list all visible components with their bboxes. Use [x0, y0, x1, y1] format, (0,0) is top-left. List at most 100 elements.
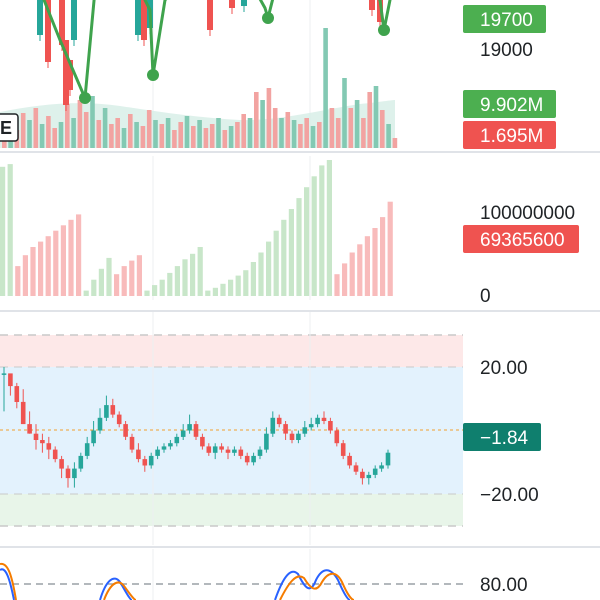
price-candle-body [207, 0, 213, 30]
volume-bar [174, 266, 180, 296]
ma-marker [147, 69, 159, 81]
candle-body [200, 436, 205, 447]
candle-body [123, 424, 128, 437]
candle-body [148, 455, 154, 466]
price-volume-bar [39, 124, 45, 148]
candle-body [257, 449, 263, 456]
candle-body [110, 405, 116, 415]
candle-body [116, 414, 122, 425]
candle-body [315, 417, 320, 425]
price-volume-bar [115, 118, 120, 148]
candle-body [174, 436, 180, 444]
price-volume-bar [335, 118, 341, 148]
price-candle-body [59, 0, 65, 45]
price-badge-label: 19700 [480, 10, 533, 31]
price-volume-bar [235, 122, 240, 148]
price-volume-bar [241, 114, 246, 148]
volume-bar [30, 247, 36, 296]
volume-bar [228, 279, 234, 296]
volume-bar [106, 257, 112, 296]
volume-bar [60, 225, 66, 296]
price-volume-bar [58, 122, 64, 148]
ma-marker [79, 92, 91, 104]
volume-bar [235, 275, 241, 296]
candle-body [161, 446, 167, 450]
price-volume-bar [134, 122, 139, 148]
volume-bar [45, 236, 51, 296]
price-volume-bar [342, 78, 347, 148]
price-volume-bar [285, 112, 291, 148]
candle-body [72, 468, 77, 479]
event-marker[interactable] [0, 113, 19, 142]
price-volume-bar [247, 118, 253, 148]
volume-bar [22, 255, 28, 296]
candle-body [136, 449, 141, 460]
volume-panel[interactable]: 100000000 69365600 0 [0, 156, 579, 307]
candle-body [264, 433, 269, 450]
price-volume-bar [329, 108, 335, 148]
candle-body [129, 436, 135, 450]
candle-body [206, 446, 212, 453]
volume-bar [342, 263, 348, 296]
volume-bar [273, 230, 279, 296]
volume-up-badge-label: 9.902M [480, 95, 543, 116]
volume-up-badge [463, 90, 556, 118]
stochastic-panel[interactable]: 80.00 [0, 549, 528, 600]
price-volume-bar [197, 120, 202, 148]
candle-body [104, 405, 109, 418]
price-volume-bar [52, 128, 57, 148]
price-volume-bar [298, 124, 303, 148]
price-panel[interactable]: E 19000 19700 9.902M 1.695M [0, 0, 556, 149]
price-volume-bar [254, 92, 259, 148]
candle-body [27, 424, 32, 434]
volume-bar [98, 268, 104, 296]
oscillator-candles [1, 367, 391, 488]
volume-down-badge [463, 121, 556, 149]
volume-bar [91, 279, 97, 296]
volume-bar [15, 266, 21, 296]
volume-bar [190, 253, 196, 296]
volume-bar [121, 266, 127, 296]
price-volume-bar [222, 130, 228, 148]
volume-bar [387, 201, 393, 296]
volume-bar [182, 259, 188, 296]
price-candle-body [369, 0, 375, 10]
volume-down-badge-label: 1.695M [480, 126, 543, 147]
candle-body [340, 443, 346, 456]
volume-bar [144, 290, 150, 296]
volume-bar [311, 176, 317, 296]
price-volume-bar [65, 104, 70, 148]
candle-body [14, 386, 20, 402]
ma-marker [262, 12, 274, 24]
candle-body [52, 449, 58, 460]
price-volume-bar [71, 118, 76, 148]
price-volume-bar [140, 126, 146, 148]
candle-body [385, 452, 391, 466]
price-volume-bar [184, 116, 190, 148]
candle-body [97, 417, 103, 431]
price-volume-bar [90, 96, 95, 148]
candle-body [40, 440, 45, 444]
candle-body [238, 449, 244, 456]
price-volume-bar [216, 118, 221, 148]
volume-bar [380, 217, 386, 296]
candle-body [8, 373, 13, 387]
volume-bar [266, 241, 272, 296]
volume-bar [372, 228, 378, 296]
oscillator-panel[interactable]: 20.00 −1.84 −20.00 [0, 312, 541, 545]
price-volume-bar [266, 88, 272, 148]
volume-bar [288, 209, 294, 296]
candle-body [302, 427, 308, 434]
price-candle-body [141, 0, 147, 40]
candle-body [180, 430, 186, 437]
candle-body [1, 373, 7, 375]
price-volume-bar [102, 108, 108, 148]
price-candle-body [63, 40, 69, 105]
volume-bar [167, 272, 173, 296]
price-volume-bars [2, 28, 398, 148]
candle-body [334, 430, 340, 444]
oscillator-tick-lower: −20.00 [480, 485, 539, 506]
candle-body [360, 471, 365, 479]
volume-bar [281, 219, 287, 296]
price-volume-bar [146, 110, 152, 148]
